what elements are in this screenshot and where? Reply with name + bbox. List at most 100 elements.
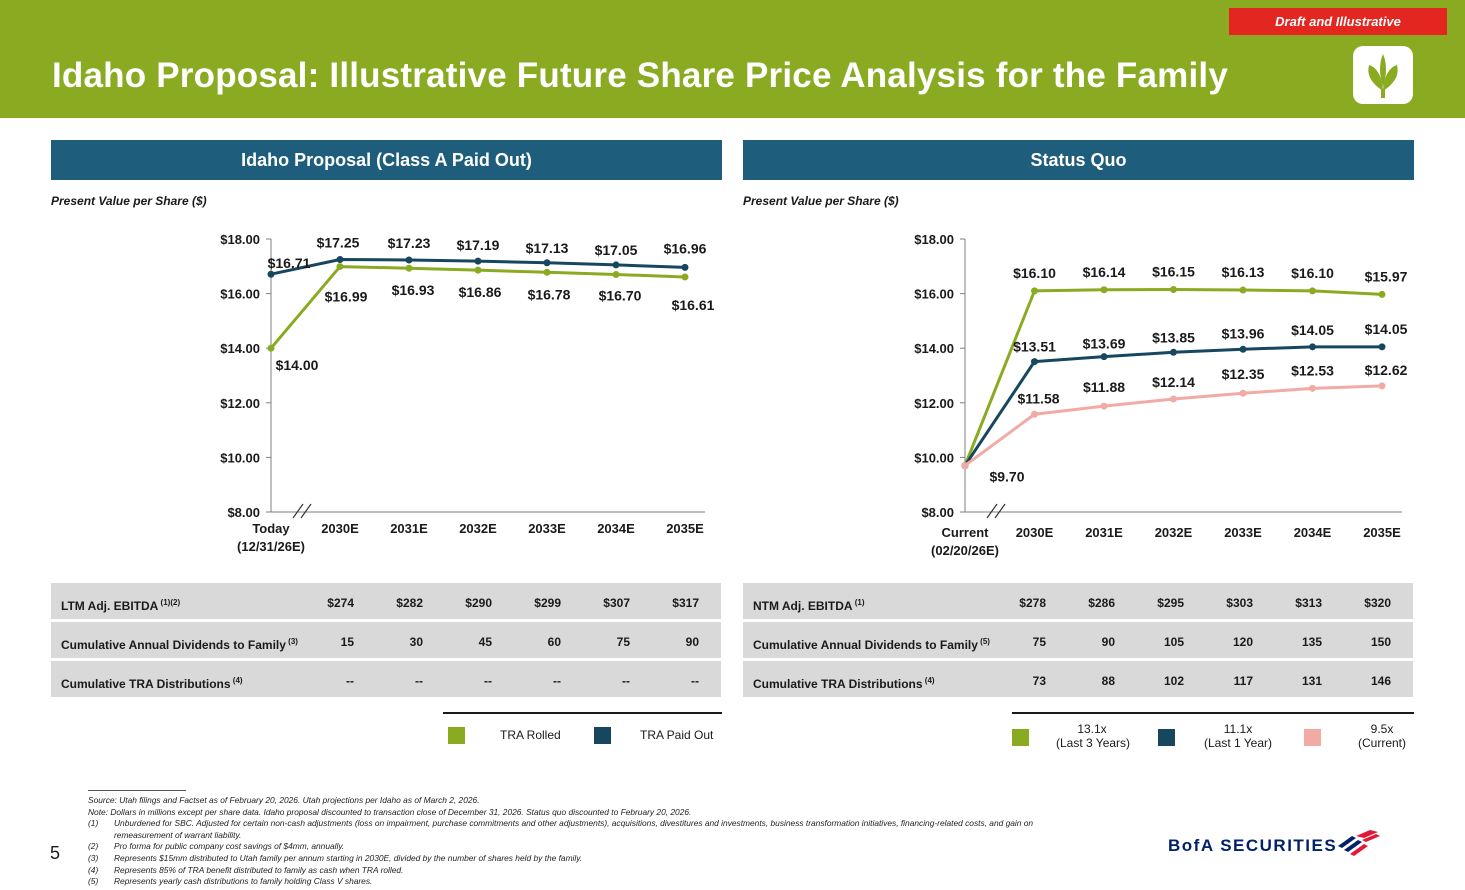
table-cell: $278 <box>1019 596 1046 610</box>
data-point <box>1309 343 1316 351</box>
footnote-line: (1) Unburdened for SBC. Adjusted for cert… <box>88 818 1034 829</box>
footnote-line: remeasurement of warrant liability. <box>114 829 242 840</box>
table-cell: 117 <box>1233 674 1253 688</box>
data-point <box>1100 286 1108 294</box>
data-label: $9.70 <box>989 469 1024 485</box>
data-label: $17.25 <box>317 234 360 250</box>
footnote-line: Note: Dollars in millions except per sha… <box>88 806 692 817</box>
data-point <box>1031 410 1038 418</box>
data-label: $15.97 <box>1365 268 1408 284</box>
data-label: $12.14 <box>1152 374 1195 390</box>
data-label: $11.58 <box>1017 390 1059 406</box>
x-tick-label: 2035E <box>1363 525 1401 540</box>
data-label: $17.23 <box>388 235 431 251</box>
footnote-rule <box>88 790 186 791</box>
data-label: $16.93 <box>392 282 435 298</box>
right-pv-label: Present Value per Share ($) <box>743 194 899 208</box>
data-label: $17.19 <box>457 237 500 253</box>
table-row: NTM Adj. EBITDA (1) $278 $286 $295 $303 $313 $… <box>743 583 1413 619</box>
table-cell: 90 <box>1101 635 1115 649</box>
table-row: Cumulative TRA Distributions (4) -- -- -- --… <box>51 661 721 697</box>
data-point <box>1031 358 1038 366</box>
table-cell: -- <box>691 674 699 688</box>
y-tick-label: $18.00 <box>914 232 954 247</box>
table-cell: 150 <box>1370 635 1391 649</box>
data-point <box>1378 343 1386 351</box>
data-point <box>1170 395 1177 403</box>
data-label: $13.96 <box>1222 325 1265 341</box>
table-cell: 105 <box>1163 635 1184 649</box>
data-point <box>612 270 620 278</box>
footnote-line: Source: Utah filings and Factset as of F… <box>88 795 480 805</box>
data-label: $16.99 <box>325 289 368 305</box>
table-cell: 88 <box>1101 674 1115 688</box>
y-tick-label: $12.00 <box>220 396 260 411</box>
page-title: Idaho Proposal: Illustrative Future Shar… <box>52 56 1229 95</box>
data-point <box>1239 389 1247 397</box>
y-tick-label: $18.00 <box>220 232 260 247</box>
table-cell: 60 <box>547 635 561 649</box>
data-label: $11.88 <box>1083 379 1125 395</box>
series-line-tra-rolled <box>269 265 686 350</box>
data-label: $13.85 <box>1152 329 1195 345</box>
y-tick-label: $12.00 <box>914 396 954 411</box>
x-tick-label: 2035E <box>666 521 704 536</box>
y-tick-label: $16.00 <box>220 287 260 302</box>
table-cell: -- <box>346 674 354 688</box>
table-cell: -- <box>484 674 492 688</box>
data-point <box>405 256 413 264</box>
data-point <box>1239 345 1247 353</box>
data-label: $14.05 <box>1365 321 1408 337</box>
data-label: $14.05 <box>1291 322 1334 338</box>
data-label: $16.96 <box>664 240 707 256</box>
table-row: Cumulative TRA Distributions (4) 73 88 102 1… <box>743 661 1413 697</box>
data-point <box>681 273 689 281</box>
left-section-header: Idaho Proposal (Class A Paid Out) <box>51 140 722 180</box>
brand-wordmark: BofA SECURITIES <box>1168 836 1338 855</box>
data-label: $16.15 <box>1152 264 1195 280</box>
page-number: 5 <box>50 843 61 863</box>
table-cell: -- <box>553 674 561 688</box>
table-cell: 75 <box>616 635 630 649</box>
x-tick-label: 2034E <box>597 521 635 536</box>
data-point <box>1031 287 1038 295</box>
table-cell: 120 <box>1232 635 1253 649</box>
axis-break-mark <box>986 503 998 519</box>
table-row: LTM Adj. EBITDA (1)(2) $274 $282 $290 $299 $3… <box>51 583 721 619</box>
table-cell: 30 <box>409 635 423 649</box>
data-point <box>612 261 620 269</box>
axis-break-mark <box>300 503 312 519</box>
row-label: Cumulative Annual Dividends to Family (5… <box>753 637 990 652</box>
data-label: $14.00 <box>276 357 319 373</box>
legend-label-tra-paid-out: TRA Paid Out <box>640 728 714 742</box>
data-point <box>543 259 551 267</box>
footnote-line: (3) Represents $15mm distributed to Utah … <box>88 853 583 863</box>
company-logo-icon <box>1353 46 1413 104</box>
table-row: Cumulative Annual Dividends to Family (5… <box>743 622 1413 658</box>
table-cell: 73 <box>1032 674 1046 688</box>
x-tick-label: 2033E <box>1224 525 1262 540</box>
data-point <box>1309 287 1316 295</box>
data-label: $12.35 <box>1222 366 1265 382</box>
row-label: Cumulative TRA Distributions (4) <box>61 676 243 691</box>
right-chart: $8.00 $10.00 $12.00 $14.00 $16.00 $18.00 Curre… <box>914 232 1408 558</box>
data-label: $16.70 <box>599 287 642 303</box>
table-cell: $299 <box>534 596 561 610</box>
data-label: $17.13 <box>526 240 569 256</box>
data-label: $17.05 <box>595 242 638 258</box>
x-tick-label: 2031E <box>1085 525 1123 540</box>
left-pv-label: Present Value per Share ($) <box>51 194 207 208</box>
table-cell: 146 <box>1370 674 1391 688</box>
x-tick-label: 2032E <box>459 521 497 536</box>
table-row: Cumulative Annual Dividends to Family (3… <box>51 622 721 658</box>
data-label: $13.69 <box>1083 336 1126 352</box>
table-cell: 90 <box>685 635 699 649</box>
y-tick-label: $14.00 <box>220 341 260 356</box>
legend-label-9-5x: 9.5x (Current) <box>1357 722 1406 750</box>
left-chart: $8.00 $10.00 $12.00 $14.00 $16.00 $18.00 Today… <box>220 232 715 554</box>
draft-badge: Draft and Illustrative <box>1229 8 1447 35</box>
data-label: $16.61 <box>672 297 715 313</box>
x-tick-label: 2032E <box>1155 525 1193 540</box>
row-label: LTM Adj. EBITDA (1)(2) <box>61 598 181 613</box>
legend-label-11-1x: 11.1x (Last 1 Year) <box>1203 722 1273 750</box>
